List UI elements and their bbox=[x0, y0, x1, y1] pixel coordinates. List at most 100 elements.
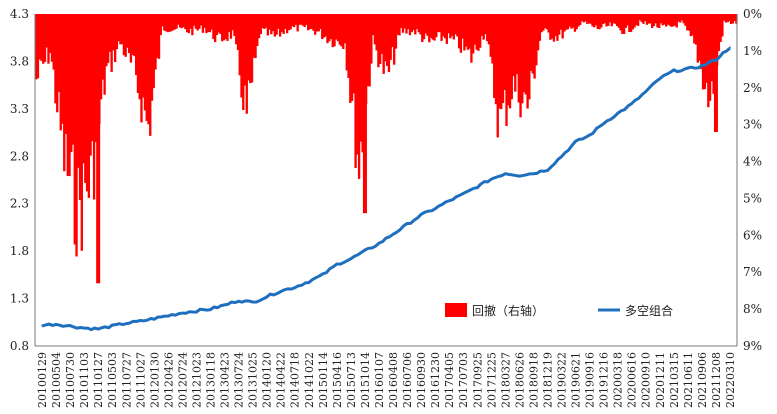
drawdown-bar-44-6 bbox=[663, 14, 666, 25]
drawdown-bar-19-3 bbox=[307, 14, 310, 31]
drawdown-bar-27-3 bbox=[419, 14, 422, 35]
drawdown-bar-16-0 bbox=[259, 14, 262, 35]
drawdown-bar-17-3 bbox=[278, 14, 282, 37]
drawdown-bar-45-6 bbox=[677, 14, 680, 22]
x-tick-label: 20181219 bbox=[541, 352, 554, 408]
drawdown-bar-26-6 bbox=[410, 14, 413, 33]
legend-long-short-label: 多空组合 bbox=[625, 303, 673, 318]
drawdown-bar-33-3 bbox=[503, 14, 506, 90]
drawdown-bar-35-6 bbox=[536, 14, 540, 51]
x-tick-label: 20120130 bbox=[148, 352, 161, 408]
drawdown-bar-20-2 bbox=[319, 14, 322, 30]
drawdown-bar-25-6 bbox=[396, 14, 399, 35]
drawdown-bar-3-0 bbox=[77, 14, 80, 168]
drawdown-bar-31-0 bbox=[470, 14, 473, 63]
drawdown-bar-20-5 bbox=[324, 14, 327, 37]
drawdown-bar-28-3 bbox=[433, 14, 436, 41]
drawdown-bar-35-5 bbox=[535, 14, 538, 66]
drawdown-bar-21-5 bbox=[338, 14, 341, 45]
drawdown-bar-29-7 bbox=[454, 14, 457, 35]
drawdown-bar-21-7 bbox=[342, 14, 345, 50]
drawdown-bar-43-6 bbox=[649, 14, 652, 24]
drawdown-bar-37-3 bbox=[559, 14, 563, 30]
drawdown-bar-16-3 bbox=[264, 14, 268, 28]
drawdown-bar-48-5 bbox=[717, 14, 721, 52]
drawdown-bar-10-7 bbox=[187, 14, 191, 34]
drawdown-bar-27-6 bbox=[424, 14, 427, 34]
drawdown-bar-26-4 bbox=[407, 14, 410, 30]
drawdown-bar-15-4 bbox=[252, 14, 255, 58]
drawdown-bar-36-6 bbox=[550, 14, 554, 39]
drawdown-bar-24-7 bbox=[384, 14, 387, 62]
drawdown-bar-6-6 bbox=[129, 14, 133, 63]
drawdown-bar-32-2 bbox=[487, 14, 491, 45]
drawdown-bar-19-6 bbox=[312, 14, 315, 31]
drawdown-bar-31-4 bbox=[477, 14, 480, 51]
long-short-point-44 bbox=[658, 77, 661, 80]
drawdown-bar-49-2 bbox=[726, 14, 729, 23]
drawdown-bar-49-3 bbox=[728, 14, 731, 22]
drawdown-bar-10-5 bbox=[184, 14, 187, 30]
drawdown-bar-6-5 bbox=[128, 14, 131, 54]
drawdown-bar-17-4 bbox=[280, 14, 284, 33]
drawdown-bar-21-0 bbox=[329, 14, 333, 40]
long-short-point-25 bbox=[392, 233, 394, 235]
drawdown-bar-44-4 bbox=[659, 14, 663, 24]
drawdown-bar-33-2 bbox=[501, 14, 505, 104]
drawdown-bar-17-2 bbox=[277, 14, 280, 29]
left-axis-ticks: 0.8 1.3 1.8 2.3 2.8 3.3 3.8 4.3 bbox=[10, 7, 29, 353]
drawdown-bar-46-4 bbox=[687, 14, 691, 31]
drawdown-bar-0-0 bbox=[35, 14, 38, 80]
drawdown-bar-22-5 bbox=[352, 14, 355, 94]
x-tick-label: 20110727 bbox=[120, 352, 133, 408]
drawdown-bar-24-5 bbox=[380, 14, 384, 54]
drawdown-bar-11-5 bbox=[198, 14, 201, 29]
long-short-point-46 bbox=[687, 68, 689, 70]
drawdown-bar-20-3 bbox=[321, 14, 324, 40]
drawdown-bar-43-0 bbox=[638, 14, 642, 21]
drawdown-bar-39-5 bbox=[591, 14, 594, 27]
drawdown-bar-22-4 bbox=[350, 14, 354, 101]
drawdown-bar-18-2 bbox=[291, 14, 294, 27]
drawdown-bar-36-3 bbox=[545, 14, 549, 30]
drawdown-bar-15-7 bbox=[257, 14, 261, 39]
drawdown-bar-11-1 bbox=[191, 14, 194, 36]
x-tick-label: 20100504 bbox=[50, 352, 63, 408]
drawdown-bar-20-1 bbox=[317, 14, 320, 32]
drawdown-bar-17-7 bbox=[285, 14, 289, 34]
drawdown-bar-34-4 bbox=[519, 14, 522, 118]
long-short-point-24 bbox=[378, 242, 380, 245]
drawdown-bar-46-3 bbox=[686, 14, 689, 31]
drawdown-bar-5-1 bbox=[106, 14, 110, 63]
drawdown-bar-34-1 bbox=[514, 14, 517, 92]
drawdown-bar-35-0 bbox=[526, 14, 529, 109]
drawdown-bar-4-2 bbox=[94, 14, 98, 143]
drawdown-bar-45-2 bbox=[670, 14, 673, 27]
long-short-point-18 bbox=[293, 286, 296, 288]
drawdown-bar-9-7 bbox=[173, 14, 176, 30]
drawdown-bar-7-2 bbox=[136, 14, 140, 93]
drawdown-bar-1-6 bbox=[59, 14, 62, 131]
drawdown-bar-26-2 bbox=[403, 14, 406, 29]
drawdown-bar-8-0 bbox=[147, 14, 150, 125]
x-tick-label: 20150713 bbox=[345, 352, 358, 408]
drawdown-bar-35-1 bbox=[528, 14, 531, 100]
long-short-point-36 bbox=[546, 168, 549, 171]
long-short-point-6 bbox=[125, 322, 128, 325]
drawdown-bar-20-4 bbox=[322, 14, 326, 38]
drawdown-bar-39-2 bbox=[586, 14, 589, 24]
drawdown-bar-24-1 bbox=[373, 14, 377, 45]
drawdown-bar-40-5 bbox=[605, 14, 608, 27]
left-tick-label: 2.8 bbox=[10, 149, 29, 163]
x-tick-label: 20130423 bbox=[219, 352, 232, 408]
drawdown-bar-45-4 bbox=[673, 14, 677, 26]
x-tick-label: 20180918 bbox=[527, 352, 540, 408]
right-tick-label: 5% bbox=[743, 191, 762, 205]
drawdown-bar-21-3 bbox=[335, 14, 338, 40]
x-tick-label: 20110127 bbox=[92, 352, 105, 408]
drawdown-bar-25-4 bbox=[393, 14, 396, 65]
x-tick-label: 20190621 bbox=[570, 352, 583, 408]
axes bbox=[34, 14, 738, 347]
drawdown-bar-3-4 bbox=[84, 14, 87, 183]
long-short-point-38 bbox=[574, 141, 577, 143]
